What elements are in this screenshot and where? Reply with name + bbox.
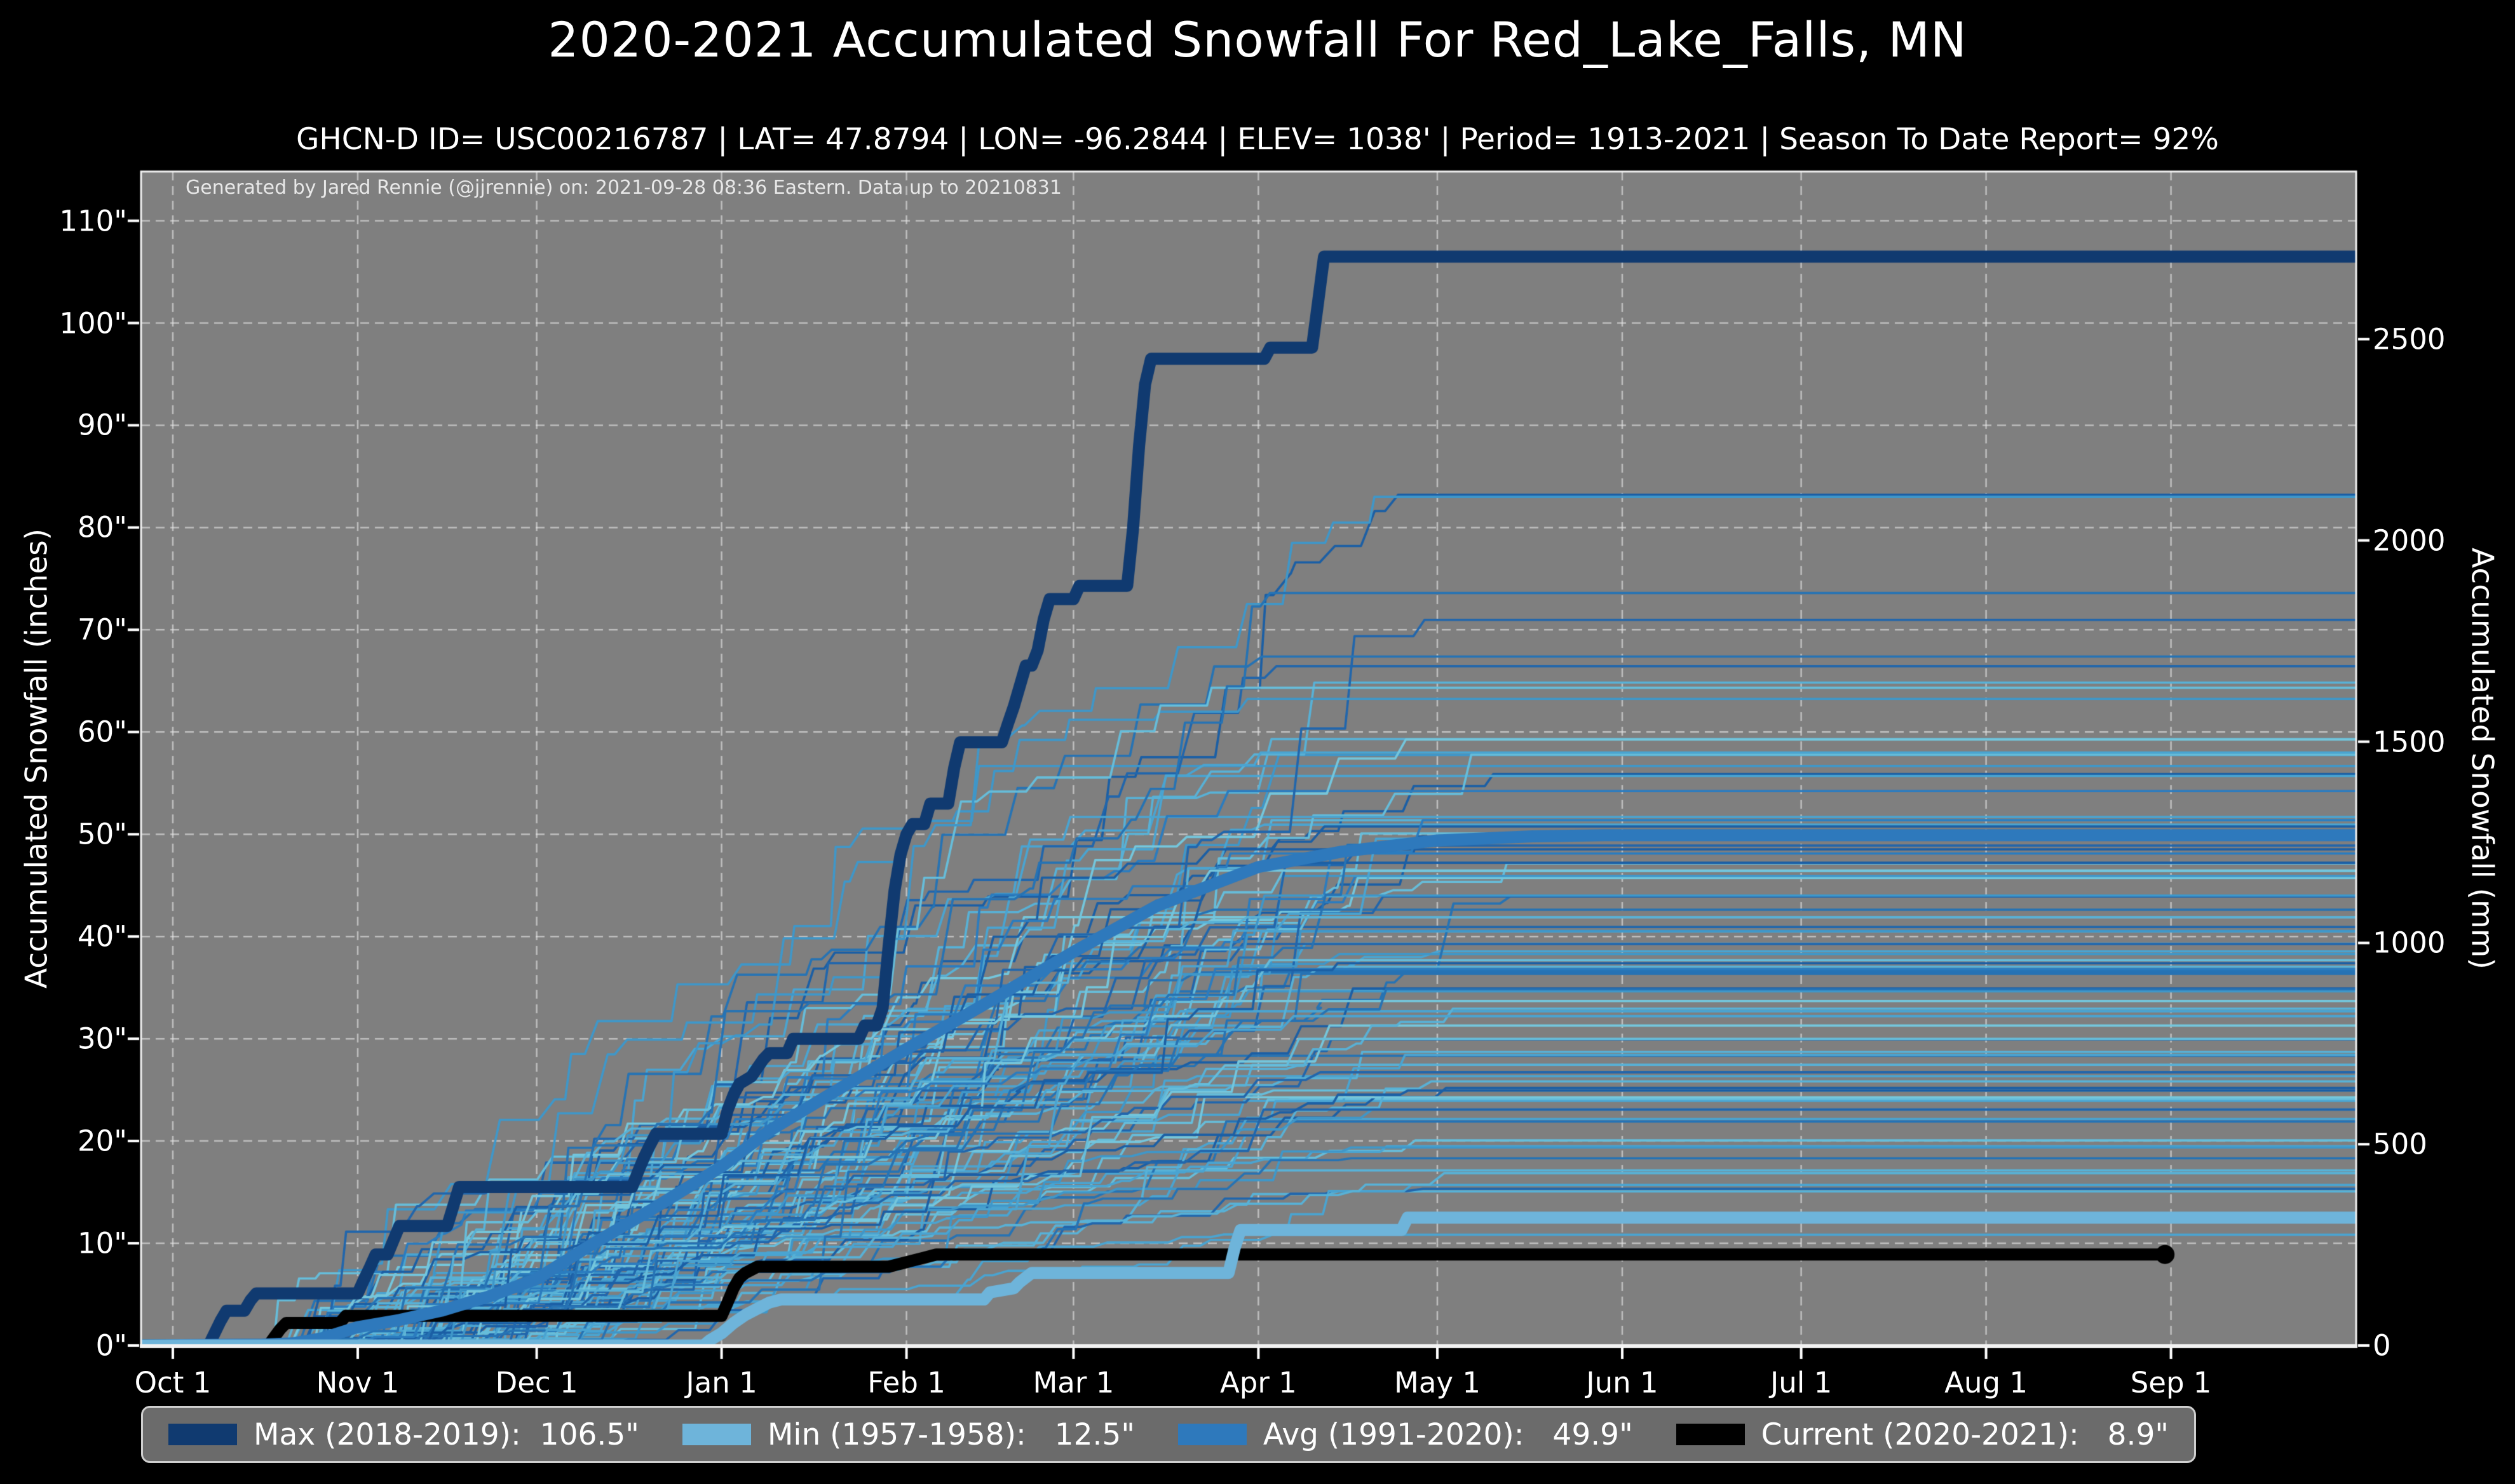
legend-label-max: Max (2018-2019): 106.5"	[254, 1417, 639, 1452]
x-tick-label: Oct 1	[134, 1366, 212, 1400]
x-tick-label: Aug 1	[1944, 1366, 2028, 1400]
y-left-tick-label: 70"	[78, 612, 127, 647]
y-left-tick-label: 30"	[78, 1022, 127, 1056]
legend-label-min: Min (1957-1958): 12.5"	[767, 1417, 1135, 1452]
legend-item-min: Min (1957-1958): 12.5"	[682, 1417, 1135, 1452]
page-title: 2020-2021 Accumulated Snowfall For Red_L…	[548, 11, 1967, 68]
y-axis-label-mm: Accumulated Snowfall (mm)	[2464, 548, 2500, 969]
y-right-tick-label: 1000	[2373, 926, 2446, 960]
station-subtitle: GHCN-D ID= USC00216787 | LAT= 47.8794 | …	[296, 122, 2219, 157]
y-left-tick-label: 80"	[78, 510, 127, 544]
x-tick-label: Jun 1	[1586, 1366, 1658, 1400]
x-tick-label: Nov 1	[316, 1366, 400, 1400]
y-right-tick-label: 2000	[2373, 523, 2446, 558]
generated-by-annotation: Generated by Jared Rennie (@jjrennie) on…	[186, 177, 1062, 199]
y-left-tick-label: 0"	[95, 1328, 127, 1363]
x-tick-label: Sep 1	[2130, 1366, 2212, 1400]
legend-item-max: Max (2018-2019): 106.5"	[168, 1417, 639, 1452]
legend-patch-min	[682, 1424, 751, 1445]
y-left-tick-label: 20"	[78, 1124, 127, 1158]
x-tick-label: Mar 1	[1033, 1366, 1115, 1400]
y-left-tick-label: 90"	[78, 408, 127, 442]
x-tick-label: Feb 1	[867, 1366, 946, 1400]
y-left-tick-label: 10"	[78, 1226, 127, 1260]
y-left-tick-label: 40"	[78, 919, 127, 954]
y-right-tick-label: 0	[2373, 1328, 2391, 1363]
y-right-tick-label: 1500	[2373, 725, 2446, 759]
y-left-tick-label: 110"	[59, 204, 127, 238]
x-tick-label: Jan 1	[686, 1366, 757, 1400]
x-tick-label: Dec 1	[495, 1366, 578, 1400]
legend-patch-max	[168, 1424, 237, 1445]
legend-label-current: Current (2020-2021): 8.9"	[1761, 1417, 2169, 1452]
legend: Max (2018-2019): 106.5" Min (1957-1958):…	[141, 1406, 2196, 1463]
legend-item-avg: Avg (1991-2020): 49.9"	[1177, 1417, 1633, 1452]
legend-item-current: Current (2020-2021): 8.9"	[1676, 1417, 2169, 1452]
x-tick-label: May 1	[1394, 1366, 1481, 1400]
x-tick-label: Jul 1	[1770, 1366, 1833, 1400]
y-left-tick-label: 100"	[59, 306, 127, 340]
legend-label-avg: Avg (1991-2020): 49.9"	[1263, 1417, 1633, 1452]
y-left-tick-label: 60"	[78, 715, 127, 749]
y-right-tick-label: 500	[2373, 1127, 2427, 1161]
legend-patch-avg	[1177, 1424, 1247, 1445]
y-right-tick-label: 2500	[2373, 322, 2446, 356]
x-tick-label: Apr 1	[1219, 1366, 1297, 1400]
legend-patch-current	[1676, 1424, 1745, 1445]
y-left-tick-label: 50"	[78, 817, 127, 851]
